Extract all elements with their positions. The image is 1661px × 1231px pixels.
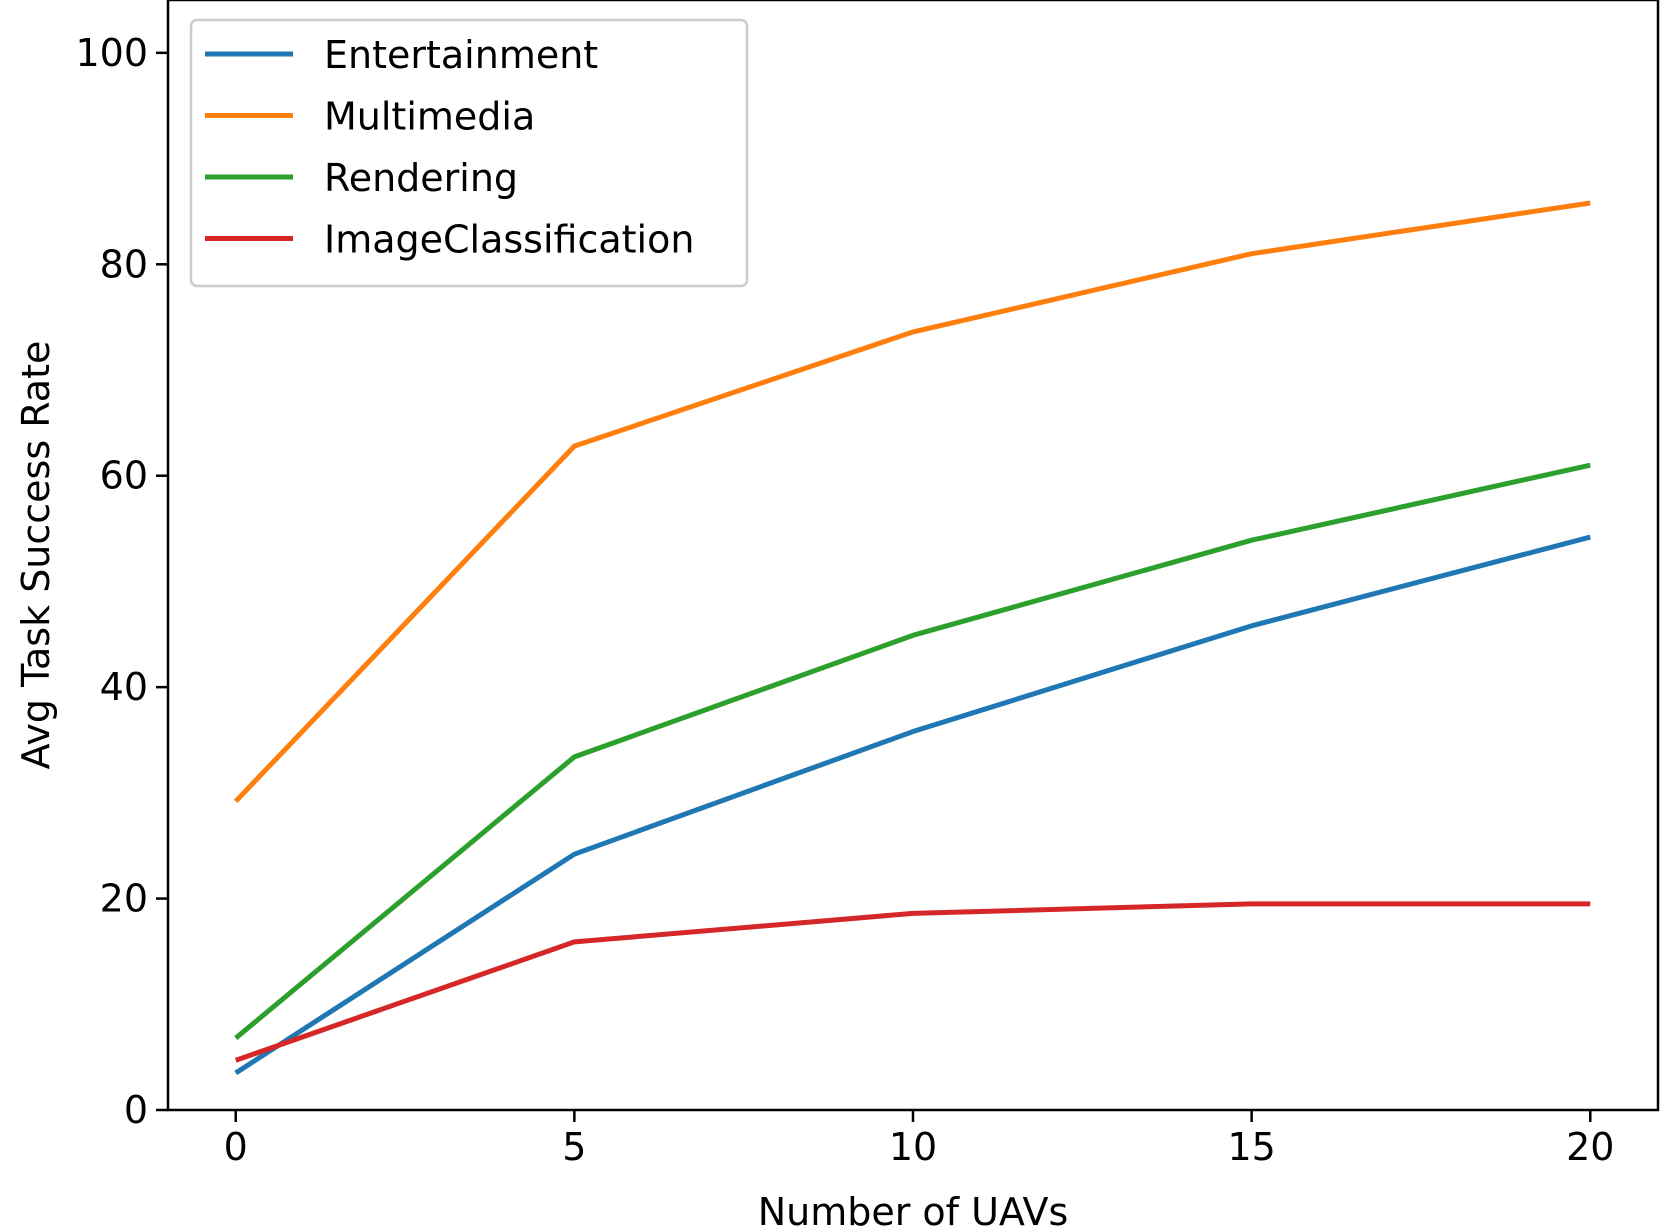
y-tick-label: 100 bbox=[75, 31, 148, 75]
series-line-rendering bbox=[234, 462, 1591, 1041]
x-tick-label: 5 bbox=[562, 1125, 586, 1169]
legend-label-entertainment: Entertainment bbox=[324, 33, 598, 77]
legend-label-multimedia: Multimedia bbox=[324, 95, 535, 139]
x-tick-label: 10 bbox=[889, 1125, 937, 1169]
legend: Entertainment Multimedia Rendering ImageCla… bbox=[189, 18, 749, 288]
x-axis-ticks: 0 5 10 15 20 bbox=[224, 1110, 1614, 1169]
series-line-imageclassification bbox=[234, 901, 1591, 1063]
y-tick-label: 20 bbox=[100, 877, 148, 921]
y-axis-ticks: 0 20 40 60 80 100 bbox=[75, 31, 168, 1132]
legend-label-imageclassification: ImageClassification bbox=[324, 218, 694, 262]
x-tick-label: 20 bbox=[1566, 1125, 1614, 1169]
series-line-entertainment bbox=[234, 534, 1591, 1076]
series-layer bbox=[233, 200, 1591, 1076]
x-tick-label: 0 bbox=[224, 1125, 248, 1169]
x-axis-label: Number of UAVs bbox=[758, 1190, 1069, 1231]
y-axis-label: Avg Task Success Rate bbox=[14, 341, 58, 770]
y-tick-label: 40 bbox=[100, 665, 148, 709]
series-line-multimedia bbox=[233, 200, 1591, 804]
y-tick-label: 80 bbox=[100, 242, 148, 286]
y-tick-label: 60 bbox=[100, 454, 148, 498]
legend-box bbox=[189, 18, 749, 288]
x-tick-label: 15 bbox=[1227, 1125, 1275, 1169]
y-tick-label: 0 bbox=[124, 1088, 148, 1132]
legend-label-rendering: Rendering bbox=[324, 156, 518, 200]
